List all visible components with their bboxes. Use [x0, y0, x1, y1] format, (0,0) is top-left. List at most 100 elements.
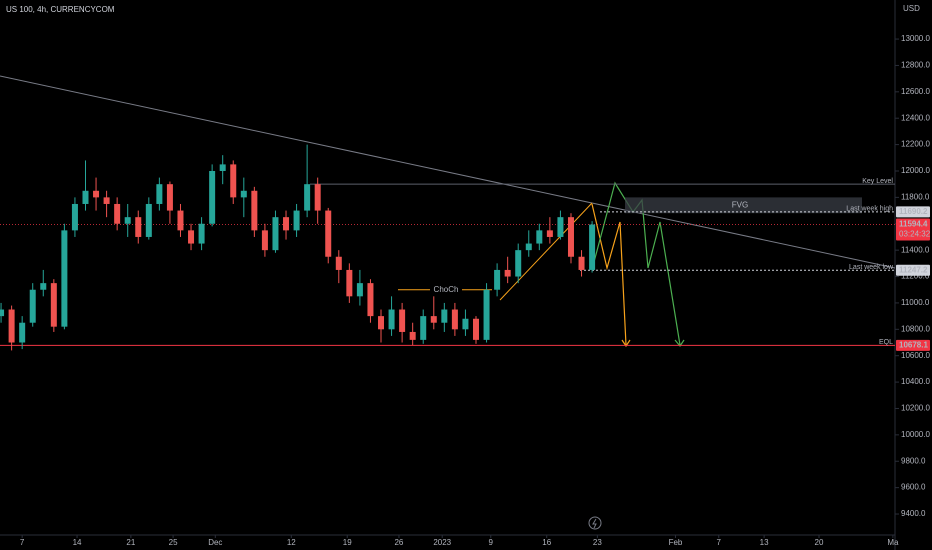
level-price: 10678.1: [899, 341, 928, 350]
y-tick-label: 10000.0: [901, 430, 930, 439]
candle-body: [114, 203, 121, 224]
orange-trend: [499, 202, 593, 301]
candle-body: [515, 250, 522, 277]
x-tick-label: 16: [542, 538, 551, 547]
candle-body: [135, 217, 142, 237]
x-tick-label: 13: [760, 538, 769, 547]
candle-body: [50, 283, 57, 327]
x-tick-label: Ma: [887, 538, 899, 547]
candle-body: [399, 309, 406, 332]
fvg-label: FVG: [732, 200, 748, 209]
level-label: Key Level: [862, 178, 893, 185]
y-tick-label: 10800.0: [901, 324, 930, 333]
y-tick-label: 12400.0: [901, 113, 930, 122]
candle-body: [314, 184, 321, 211]
orange-projection: [591, 203, 627, 346]
candle-body: [61, 230, 68, 327]
candle-body: [451, 309, 458, 330]
candle-body: [304, 184, 311, 211]
fvg-zone: [625, 197, 862, 214]
candle-body: [166, 184, 173, 211]
candle-body: [177, 210, 184, 231]
candle-body: [82, 190, 89, 204]
candle-body: [103, 197, 110, 204]
x-tick-label: 12: [287, 538, 296, 547]
level-label: EQL: [879, 339, 893, 346]
candle-body: [93, 190, 100, 198]
candle-body: [367, 283, 374, 317]
countdown: 03:24:32: [899, 230, 931, 239]
y-tick-label: 12800.0: [901, 61, 930, 70]
x-tick-label: 7: [717, 538, 722, 547]
candle-body: [251, 190, 258, 231]
candle-body: [283, 217, 290, 231]
x-tick-label: 20: [815, 538, 824, 547]
x-tick-label: 14: [73, 538, 82, 547]
candle-body: [71, 203, 78, 231]
y-tick-label: 9400.0: [901, 509, 926, 518]
candle-body: [29, 289, 36, 323]
y-tick-label: 11800.0: [901, 192, 930, 201]
currency: USD: [903, 4, 920, 13]
candle-body: [335, 256, 342, 270]
candle-body: [494, 269, 501, 290]
candle-body: [346, 269, 353, 297]
y-tick-label: 12200.0: [901, 140, 930, 149]
candle-body: [567, 217, 574, 257]
candle-body: [441, 309, 448, 323]
x-tick-label: Feb: [669, 538, 683, 547]
candle-body: [293, 210, 300, 231]
candle-body: [536, 230, 543, 244]
candle-body: [388, 309, 395, 330]
orange-arrow: [621, 339, 631, 348]
chart-title: US 100, 4h, CURRENCYCOM: [6, 5, 115, 14]
level-price: 11247.2: [899, 265, 928, 274]
candle-body: [525, 243, 532, 251]
candle-body: [378, 316, 385, 330]
x-tick-label: 2023: [433, 538, 451, 547]
candle-body: [19, 322, 26, 343]
candle-body: [272, 217, 279, 251]
candle-body: [219, 164, 226, 171]
last-price: 11594.4: [899, 220, 928, 229]
last-price-box: [896, 218, 930, 241]
level-price-box: [896, 339, 930, 351]
candle-body: [472, 318, 479, 340]
candle-body: [156, 184, 163, 204]
candle-body: [409, 331, 416, 340]
candle-body: [230, 164, 237, 198]
candle-body: [420, 316, 427, 340]
choch-label-bg: [430, 284, 462, 295]
level-price-box: [896, 264, 930, 276]
x-tick-label: 19: [343, 538, 352, 547]
green-arrow: [674, 339, 685, 348]
candle-body: [546, 230, 553, 237]
replay-icon[interactable]: [588, 516, 602, 530]
candle-body: [198, 223, 205, 244]
x-tick-label: 25: [169, 538, 178, 547]
candle-body: [145, 203, 152, 237]
candle-body: [430, 316, 437, 323]
replay-icon-bolt: [592, 518, 597, 529]
y-tick-label: 12600.0: [901, 87, 930, 96]
candle-body: [124, 217, 131, 224]
level-price-box: [896, 206, 930, 218]
y-tick-label: 13000.0: [901, 34, 930, 43]
y-tick-label: 11200.0: [901, 272, 930, 281]
candle-body: [261, 230, 268, 251]
candle-body: [589, 224, 596, 270]
trend-line: [0, 75, 896, 269]
x-tick-label: Dec: [208, 538, 222, 547]
choch-label: ChoCh: [434, 285, 459, 294]
candle-body: [188, 230, 195, 244]
candle-body: [578, 256, 585, 270]
x-tick-label: 9: [489, 538, 494, 547]
candle-body: [356, 283, 363, 297]
x-tick-label: 7: [20, 538, 25, 547]
level-label: Last week low: [849, 264, 894, 271]
candle-body: [557, 217, 564, 237]
y-tick-label: 10400.0: [901, 377, 930, 386]
y-tick-label: 11000.0: [901, 298, 930, 307]
